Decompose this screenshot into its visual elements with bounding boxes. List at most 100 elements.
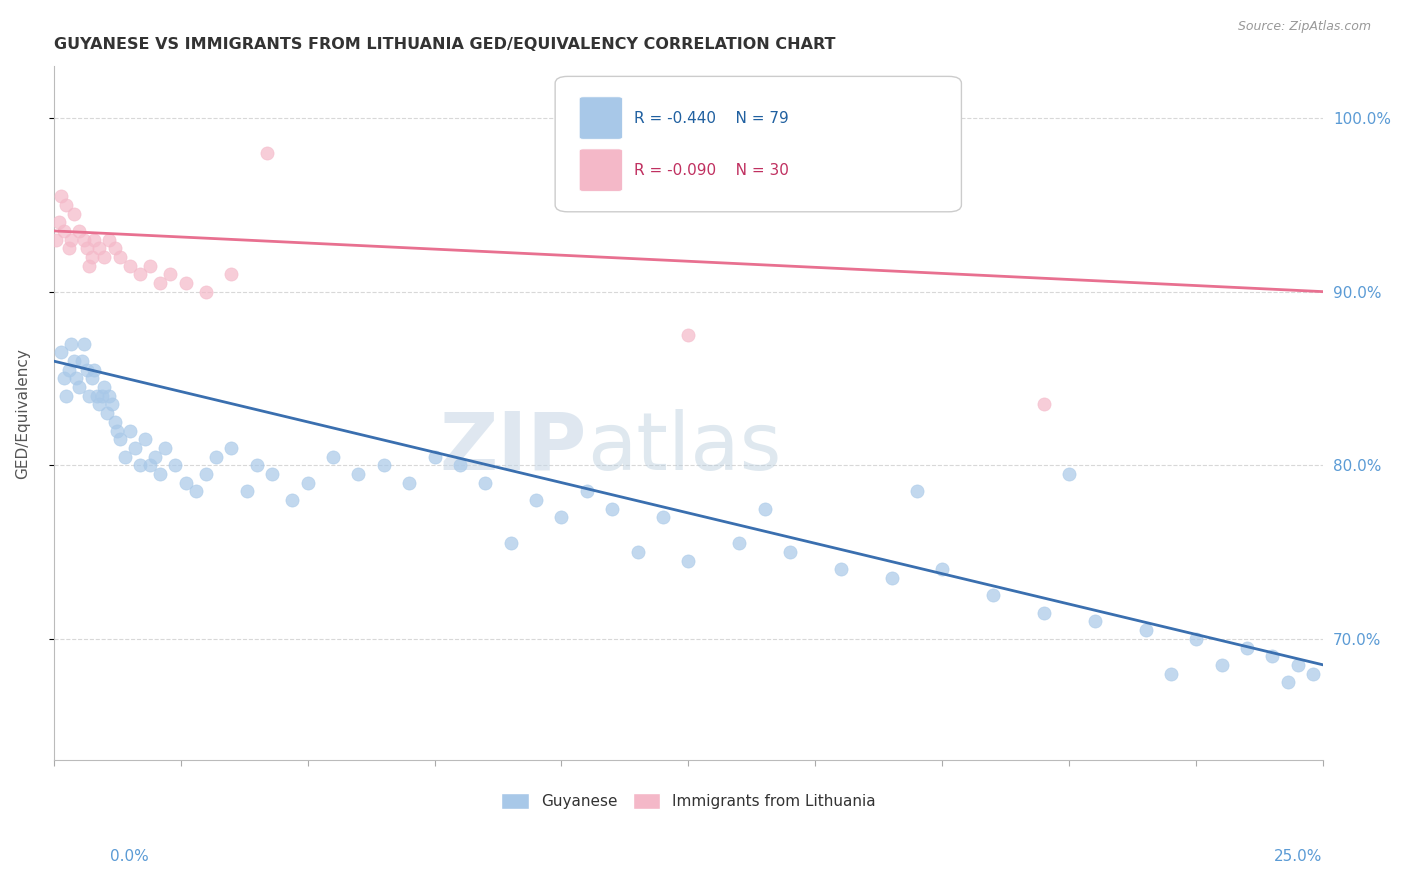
Point: [754, 501, 776, 516]
Point: [60, 233, 83, 247]
Point: [51, 345, 73, 359]
Point: [48, 215, 70, 229]
Point: [159, 268, 181, 282]
Point: [93, 250, 115, 264]
Point: [73, 336, 96, 351]
Point: [221, 441, 243, 455]
Point: [931, 562, 953, 576]
Point: [194, 285, 217, 299]
Point: [139, 458, 162, 473]
Point: [58, 363, 80, 377]
Point: [80, 371, 103, 385]
Point: [51, 189, 73, 203]
Text: 25.0%: 25.0%: [1274, 849, 1322, 864]
Point: [90, 389, 112, 403]
Point: [235, 484, 257, 499]
Point: [63, 206, 86, 220]
Point: [1236, 640, 1258, 655]
Point: [118, 259, 141, 273]
Point: [373, 458, 395, 473]
Point: [165, 458, 187, 473]
Point: [1032, 606, 1054, 620]
FancyBboxPatch shape: [579, 149, 623, 191]
Point: [83, 233, 105, 247]
Point: [149, 276, 172, 290]
Legend: Guyanese, Immigrants from Lithuania: Guyanese, Immigrants from Lithuania: [495, 787, 882, 815]
Point: [174, 276, 197, 290]
Point: [89, 397, 111, 411]
Point: [449, 458, 471, 473]
Point: [297, 475, 319, 490]
Point: [1160, 666, 1182, 681]
Point: [499, 536, 522, 550]
Y-axis label: GED/Equivalency: GED/Equivalency: [15, 348, 30, 479]
Point: [114, 450, 136, 464]
Point: [205, 450, 228, 464]
Point: [1211, 657, 1233, 672]
Point: [281, 493, 304, 508]
Point: [89, 241, 111, 255]
Text: 0.0%: 0.0%: [110, 849, 149, 864]
Point: [260, 467, 283, 481]
Point: [256, 145, 278, 160]
Point: [1261, 649, 1284, 664]
Point: [1135, 623, 1157, 637]
Point: [1302, 666, 1324, 681]
Point: [728, 536, 751, 550]
Point: [76, 363, 98, 377]
Point: [1032, 397, 1054, 411]
Text: ZIP: ZIP: [440, 409, 586, 487]
Text: R = -0.090    N = 30: R = -0.090 N = 30: [634, 162, 789, 178]
Point: [347, 467, 370, 481]
Point: [830, 562, 852, 576]
Point: [174, 475, 197, 490]
Point: [108, 432, 131, 446]
Point: [55, 198, 77, 212]
Point: [52, 224, 75, 238]
Point: [77, 259, 100, 273]
Point: [55, 389, 77, 403]
Point: [45, 233, 67, 247]
Point: [52, 371, 75, 385]
FancyBboxPatch shape: [579, 97, 623, 139]
Point: [103, 415, 125, 429]
Point: [73, 233, 96, 247]
Text: Source: ZipAtlas.com: Source: ZipAtlas.com: [1237, 20, 1371, 33]
Point: [1059, 467, 1081, 481]
Point: [105, 424, 128, 438]
Point: [1286, 657, 1309, 672]
Point: [194, 467, 217, 481]
Point: [184, 484, 207, 499]
Point: [779, 545, 801, 559]
Point: [67, 224, 90, 238]
Point: [627, 545, 650, 559]
Point: [880, 571, 903, 585]
Point: [149, 467, 172, 481]
Point: [80, 250, 103, 264]
Point: [83, 363, 105, 377]
Point: [143, 450, 166, 464]
Point: [139, 259, 162, 273]
Point: [76, 241, 98, 255]
Point: [398, 475, 420, 490]
Point: [575, 484, 598, 499]
Point: [67, 380, 90, 394]
Point: [652, 510, 675, 524]
Point: [60, 336, 83, 351]
Point: [322, 450, 344, 464]
Point: [905, 484, 928, 499]
Point: [63, 354, 86, 368]
Point: [474, 475, 496, 490]
Point: [98, 389, 121, 403]
Point: [423, 450, 446, 464]
Point: [70, 354, 93, 368]
Point: [1084, 615, 1107, 629]
Point: [65, 371, 87, 385]
FancyBboxPatch shape: [555, 77, 962, 211]
Point: [93, 380, 115, 394]
Point: [129, 268, 152, 282]
Point: [600, 501, 623, 516]
Point: [129, 458, 152, 473]
Point: [134, 432, 156, 446]
Point: [58, 241, 80, 255]
